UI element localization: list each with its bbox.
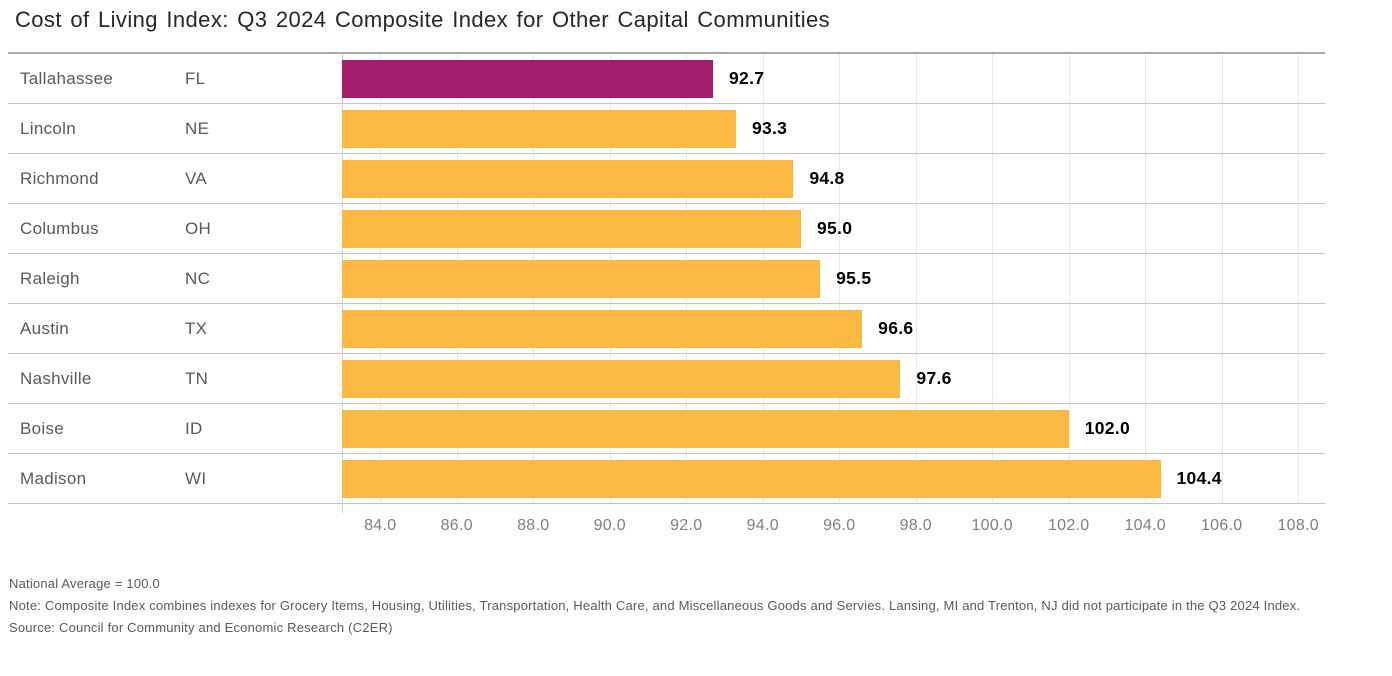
footnote-source: Source: Council for Community and Econom…	[9, 620, 393, 635]
value-label: 93.3	[751, 118, 788, 138]
row-plot: 92.7	[342, 54, 1325, 103]
x-tick-label: 88.0	[517, 517, 550, 534]
table-row: Raleigh NC 95.5	[8, 254, 1325, 304]
row-plot: 102.0	[342, 404, 1325, 453]
x-tick-label: 106.0	[1200, 517, 1243, 534]
x-tick-label: 92.0	[670, 517, 703, 534]
bar	[342, 309, 863, 348]
state-label: TN	[185, 368, 209, 388]
bar	[342, 409, 1069, 448]
footnote-note: Note: Composite Index combines indexes f…	[9, 598, 1301, 613]
value-label: 94.8	[809, 168, 845, 188]
x-tick-label: 90.0	[593, 517, 626, 534]
value-label: 104.4	[1176, 468, 1222, 488]
row-plot: 94.8	[342, 154, 1325, 203]
row-plot: 95.5	[342, 254, 1325, 303]
city-label: Madison	[20, 468, 87, 488]
city-label: Boise	[20, 418, 65, 438]
x-tick-label: 94.0	[746, 517, 779, 534]
table-row: Madison WI 104.4	[8, 454, 1325, 504]
city-label: Richmond	[20, 168, 99, 188]
x-axis: 84.0 86.0 88.0 90.0 92.0 94.0 96.0 98.0 100.0 102…	[342, 504, 1325, 556]
state-label: NE	[185, 118, 210, 138]
bar	[342, 109, 736, 148]
table-row: Columbus OH 95.0	[8, 204, 1325, 254]
bar	[342, 159, 794, 198]
bar	[342, 259, 821, 298]
state-label: TX	[185, 318, 208, 338]
value-label: 95.0	[816, 218, 853, 238]
table-row: Austin TX 96.6	[8, 304, 1325, 354]
state-label: NC	[185, 268, 211, 288]
city-label: Lincoln	[20, 118, 76, 138]
table-row: Lincoln NE 93.3	[8, 104, 1325, 154]
table-row: Tallahassee FL 92.7	[8, 54, 1325, 104]
value-label: 97.6	[916, 368, 952, 388]
state-label: OH	[185, 218, 212, 238]
x-tick-label: 102.0	[1047, 517, 1090, 534]
table-row: Nashville TN 97.6	[8, 354, 1325, 404]
bar	[342, 209, 801, 248]
x-tick-label: 108.0	[1277, 517, 1319, 534]
x-tick-label: 104.0	[1124, 517, 1166, 534]
chart-rows: Tallahassee FL 92.7 Lincoln NE 93.3 Rich…	[8, 54, 1325, 504]
footnote-national-average: National Average = 100.0	[9, 576, 160, 591]
x-tick-label: 96.0	[823, 517, 856, 534]
value-label: 102.0	[1084, 418, 1131, 438]
bar	[342, 459, 1161, 498]
state-label: VA	[185, 168, 208, 188]
x-tick-label: 84.0	[364, 517, 397, 534]
city-label: Raleigh	[20, 268, 80, 288]
value-label: 92.7	[729, 68, 765, 88]
row-plot: 95.0	[342, 204, 1325, 253]
state-label: WI	[185, 468, 207, 488]
x-tick-label: 98.0	[899, 517, 932, 534]
row-plot: 96.6	[342, 304, 1325, 353]
value-label: 96.6	[878, 318, 914, 338]
x-tick-label: 86.0	[440, 517, 473, 534]
bar-chart: Tallahassee FL 92.7 Lincoln NE 93.3 Rich…	[8, 52, 1325, 556]
row-plot: 104.4	[342, 454, 1325, 503]
row-plot: 93.3	[342, 104, 1325, 153]
bar	[342, 359, 901, 398]
state-label: ID	[185, 418, 203, 438]
city-label: Austin	[20, 318, 70, 338]
chart-title: Cost of Living Index: Q3 2024 Composite …	[15, 7, 831, 32]
city-label: Nashville	[20, 368, 92, 388]
footnotes: National Average = 100.0 Note: Composite…	[9, 573, 1339, 639]
value-label: 95.5	[836, 268, 872, 288]
bar	[342, 59, 713, 98]
city-label: Tallahassee	[20, 68, 114, 88]
row-plot: 97.6	[342, 354, 1325, 403]
table-row: Boise ID 102.0	[8, 404, 1325, 454]
x-tick-label: 100.0	[971, 517, 1013, 534]
state-label: FL	[185, 68, 206, 88]
table-row: Richmond VA 94.8	[8, 154, 1325, 204]
city-label: Columbus	[20, 218, 99, 238]
